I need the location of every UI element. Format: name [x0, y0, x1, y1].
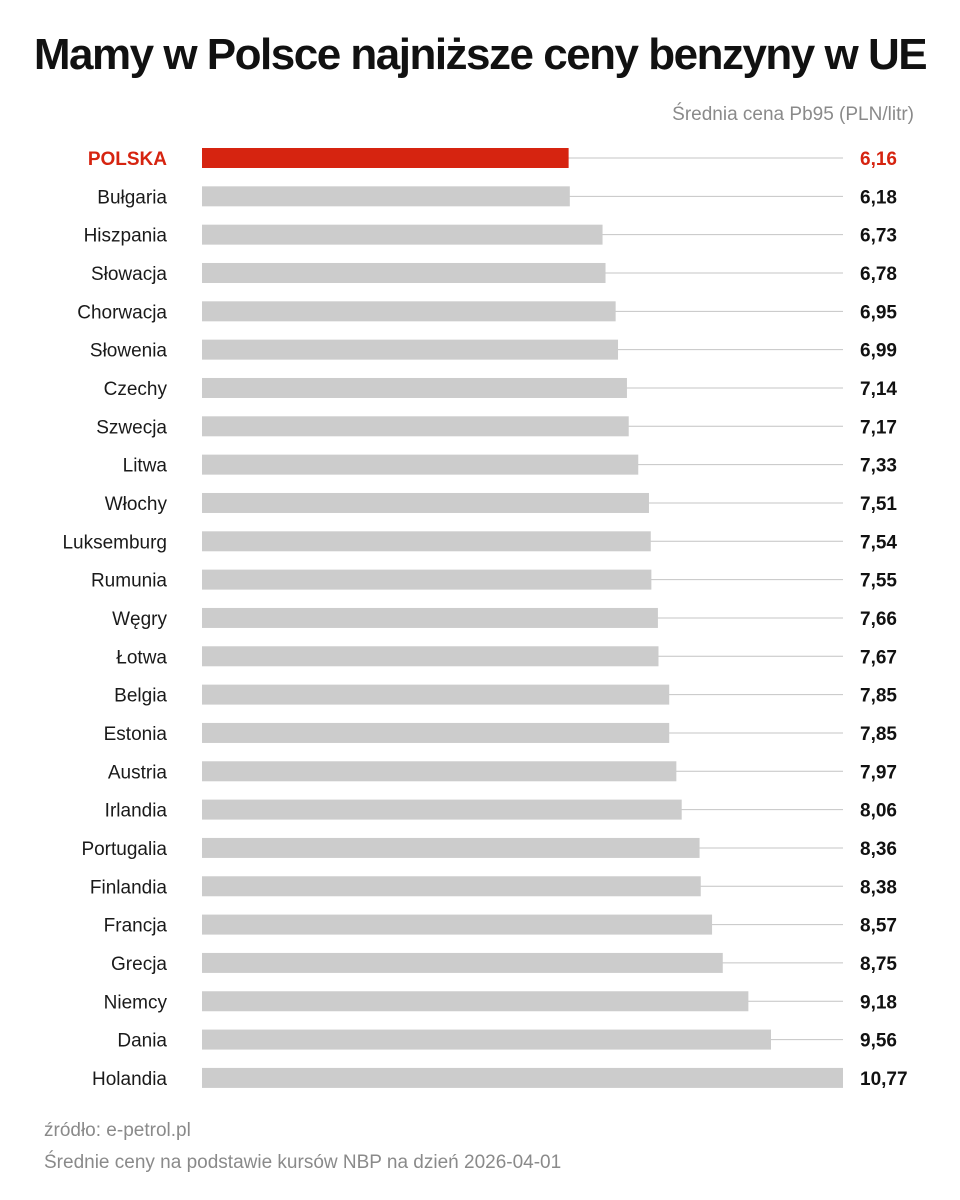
category-label: Irlandia	[105, 801, 168, 822]
category-label: Holandia	[92, 1069, 167, 1090]
chart-subtitle: Średnia cena Pb95 (PLN/litr)	[672, 104, 914, 125]
bar-17	[202, 799, 682, 820]
bar-7	[202, 416, 629, 437]
category-label: Łotwa	[116, 647, 167, 668]
category-label: Słowenia	[90, 341, 168, 362]
bar-18	[202, 837, 700, 858]
category-label: Węgry	[112, 609, 167, 630]
category-label: Włochy	[105, 494, 168, 515]
value-label: 7,14	[860, 379, 897, 400]
bar-13	[202, 646, 659, 667]
value-label: 6,16	[860, 149, 897, 170]
category-label: Bułgaria	[97, 187, 167, 208]
bar-12	[202, 607, 658, 628]
category-label: Szwecja	[96, 417, 167, 438]
date-note: Średnie ceny na podstawie kursów NBP na …	[44, 1152, 562, 1173]
value-label: 7,55	[860, 571, 897, 592]
chart-title: Mamy w Polsce najniższe ceny benzyny w U…	[33, 30, 928, 79]
bar-19	[202, 876, 701, 897]
value-label: 8,06	[860, 801, 897, 822]
bar-22	[202, 991, 749, 1012]
category-label: Niemcy	[104, 992, 168, 1013]
value-label: 7,85	[860, 724, 897, 745]
category-label: Grecja	[111, 954, 167, 975]
bar-5	[202, 339, 619, 360]
value-label: 7,51	[860, 494, 897, 515]
value-label: 7,17	[860, 417, 897, 438]
value-label: 9,18	[860, 992, 897, 1013]
value-label: 7,97	[860, 762, 897, 783]
value-label: 6,18	[860, 187, 897, 208]
bar-11	[202, 569, 652, 590]
category-label: Rumunia	[91, 571, 167, 592]
bar-21	[202, 952, 723, 973]
bar-20	[202, 914, 713, 935]
bar-1	[202, 186, 570, 207]
bar-24	[202, 1067, 843, 1088]
value-label: 10,77	[860, 1069, 908, 1090]
bar-10	[202, 531, 651, 552]
bar-2	[202, 224, 603, 245]
category-label: Słowacja	[91, 264, 167, 285]
category-label: Belgia	[114, 686, 167, 707]
category-label: Francja	[104, 916, 168, 937]
category-label: Luksemburg	[62, 532, 167, 553]
bar-4	[202, 301, 616, 322]
category-label: Portugalia	[81, 839, 167, 860]
value-label: 8,38	[860, 877, 897, 898]
value-label: 7,54	[860, 532, 897, 553]
category-label: Chorwacja	[77, 302, 167, 323]
category-label: Litwa	[123, 456, 168, 477]
value-label: 7,66	[860, 609, 897, 630]
bar-14	[202, 684, 670, 705]
category-label: Finlandia	[90, 877, 168, 898]
bar-8	[202, 454, 639, 475]
value-label: 8,36	[860, 839, 897, 860]
value-label: 8,75	[860, 954, 897, 975]
value-label: 6,73	[860, 226, 897, 247]
category-label: Austria	[108, 762, 168, 783]
value-label: 6,99	[860, 341, 897, 362]
category-label: Hiszpania	[84, 226, 168, 247]
bar-16	[202, 761, 677, 782]
value-label: 9,56	[860, 1031, 897, 1052]
value-label: 7,67	[860, 647, 897, 668]
source-note: źródło: e-petrol.pl	[44, 1120, 191, 1141]
bar-23	[202, 1029, 771, 1050]
bar-3	[202, 262, 606, 283]
value-label: 7,33	[860, 456, 897, 477]
bar-0	[202, 148, 569, 168]
value-label: 6,95	[860, 302, 897, 323]
bar-9	[202, 492, 649, 513]
category-label: Dania	[117, 1031, 167, 1052]
bar-15	[202, 722, 670, 743]
value-label: 6,78	[860, 264, 897, 285]
category-label: POLSKA	[88, 149, 167, 170]
category-label: Estonia	[104, 724, 168, 745]
value-label: 7,85	[860, 686, 897, 707]
bar-6	[202, 377, 627, 398]
category-label: Czechy	[104, 379, 168, 400]
value-label: 8,57	[860, 916, 897, 937]
